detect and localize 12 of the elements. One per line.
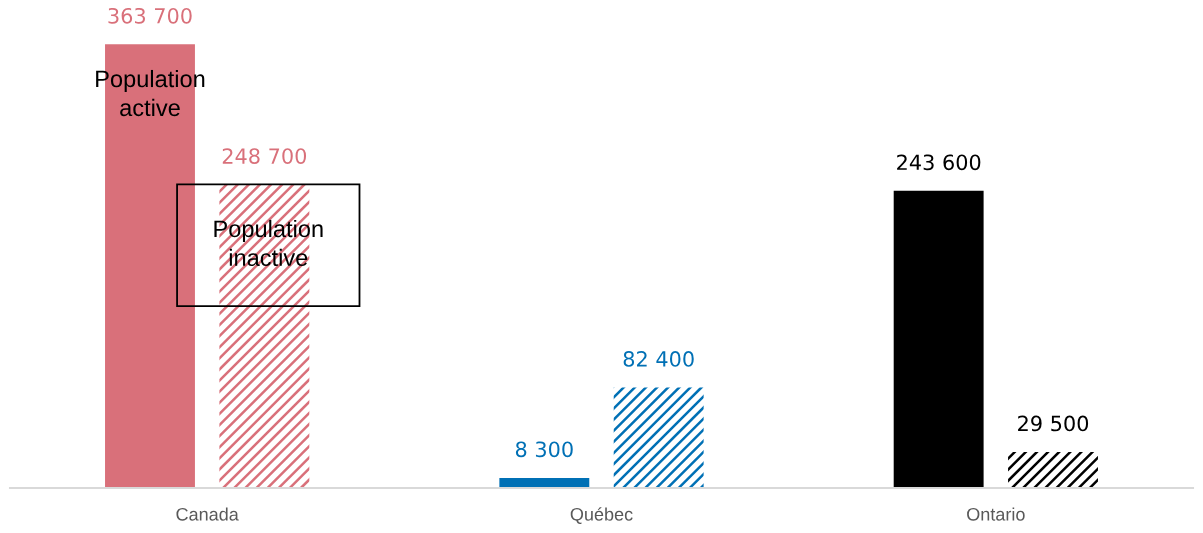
x-tick-label: Canada <box>176 507 239 521</box>
data-label: 8 300 <box>515 441 573 458</box>
x-tick-label: Ontario <box>967 507 1025 521</box>
data-label: 248 700 <box>222 148 307 164</box>
x-tick-label: Québec <box>570 507 633 524</box>
bar <box>613 387 704 488</box>
data-label: 82 400 <box>623 351 694 367</box>
bar <box>893 190 984 488</box>
data-label: 29 500 <box>1018 415 1089 432</box>
data-label: 363 700 <box>108 7 192 24</box>
data-label: 243 600 <box>897 154 981 171</box>
bar <box>1008 452 1098 488</box>
